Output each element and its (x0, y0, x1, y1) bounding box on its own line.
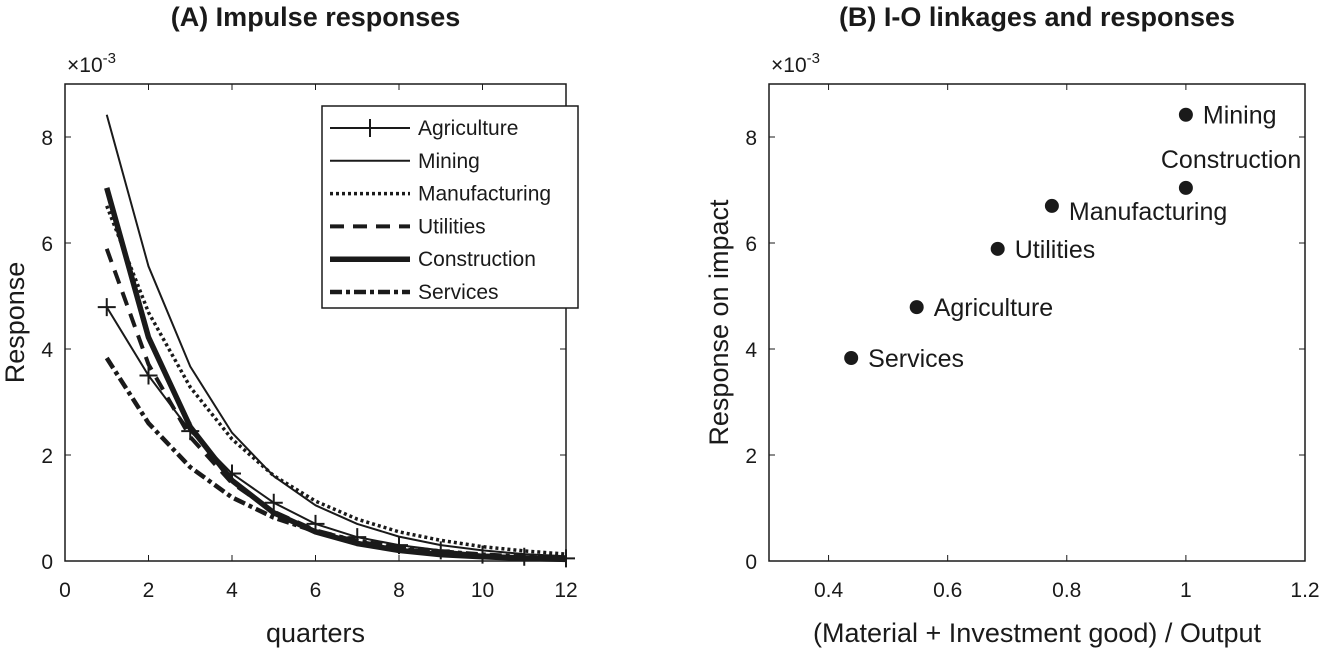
x-tick-label: 1 (1180, 579, 1192, 602)
legend-label: Agriculture (418, 117, 518, 140)
plot-frame (768, 83, 1306, 562)
point-label: Agriculture (934, 294, 1054, 322)
x-tick-label: 6 (310, 579, 322, 602)
plus-marker (139, 366, 158, 385)
x-tick-label: 2 (143, 579, 155, 602)
y-scale-exponent: -3 (807, 50, 820, 67)
plus-marker (264, 493, 283, 512)
x-tick-label: 0.6 (933, 579, 962, 602)
chart-io-linkages: 0.4 0.6 0.8 1 1.2 0 2 4 6 8 ×10-3 (B) I-O linkages … (704, 2, 1320, 648)
legend-label: Construction (418, 248, 536, 271)
y-axis-label: Response (0, 262, 30, 384)
x-tick-label: 0.4 (814, 579, 844, 602)
y-tick-label: 8 (41, 127, 53, 150)
chart-title: (A) Impulse responses (171, 2, 461, 32)
y-tick-label: 6 (41, 233, 53, 256)
y-axis-label: Response on impact (704, 199, 734, 446)
x-tick-label: 4 (226, 579, 238, 602)
point-label: Services (868, 345, 964, 373)
x-tick-label: 10 (471, 579, 494, 602)
series-line-mining (105, 114, 567, 558)
chart-impulse-responses: 0 2 4 6 8 10 12 0 2 4 6 8 ×10-3 (A) Impulse responses… (0, 2, 579, 648)
y-scale-multiplier: ×10-3 (771, 50, 820, 77)
scatter-point (1044, 198, 1059, 213)
y-scale-multiplier: ×10-3 (67, 50, 116, 77)
y-tick-label: 0 (745, 551, 757, 574)
y-scale-exponent: -3 (103, 50, 116, 67)
point-label: Manufacturing (1069, 198, 1227, 226)
series-line-services (104, 356, 567, 561)
y-tick-label: 4 (745, 339, 757, 362)
chart-title: (B) I-O linkages and responses (839, 2, 1235, 32)
point-label: Mining (1203, 102, 1277, 130)
y-tick-label: 6 (745, 233, 757, 256)
legend: Agriculture Mining Manufacturing Utilities C… (321, 105, 579, 309)
legend-label: Manufacturing (418, 183, 551, 206)
series-line-agriculture (105, 306, 567, 560)
y-tick-label: 4 (41, 339, 53, 362)
x-tick-label: 1.2 (1290, 579, 1319, 602)
x-tick-label: 0 (59, 579, 71, 602)
y-tick-label: 2 (41, 445, 53, 468)
x-tick-label: 8 (393, 579, 405, 602)
x-axis-label: (Material + Investment good) / Output (813, 618, 1261, 648)
series-line-construction (104, 187, 567, 563)
scatter-point (1178, 180, 1193, 195)
legend-box (321, 105, 579, 309)
point-label: Construction (1161, 146, 1301, 174)
scatter-point (990, 241, 1005, 256)
scatter-point (844, 351, 859, 366)
x-axis-label: quarters (266, 618, 365, 648)
y-tick-label: 8 (745, 127, 757, 150)
y-tick-label: 0 (41, 551, 53, 574)
legend-label: Services (418, 281, 499, 304)
y-tick-label: 2 (745, 445, 757, 468)
point-label: Utilities (1015, 236, 1096, 264)
legend-label: Utilities (418, 215, 486, 238)
x-tick-label: 12 (554, 579, 577, 602)
scatter-point (1178, 107, 1193, 122)
plus-marker (97, 298, 116, 317)
scatter-point (909, 300, 924, 315)
x-tick-label: 0.8 (1052, 579, 1081, 602)
legend-label: Mining (418, 150, 480, 173)
